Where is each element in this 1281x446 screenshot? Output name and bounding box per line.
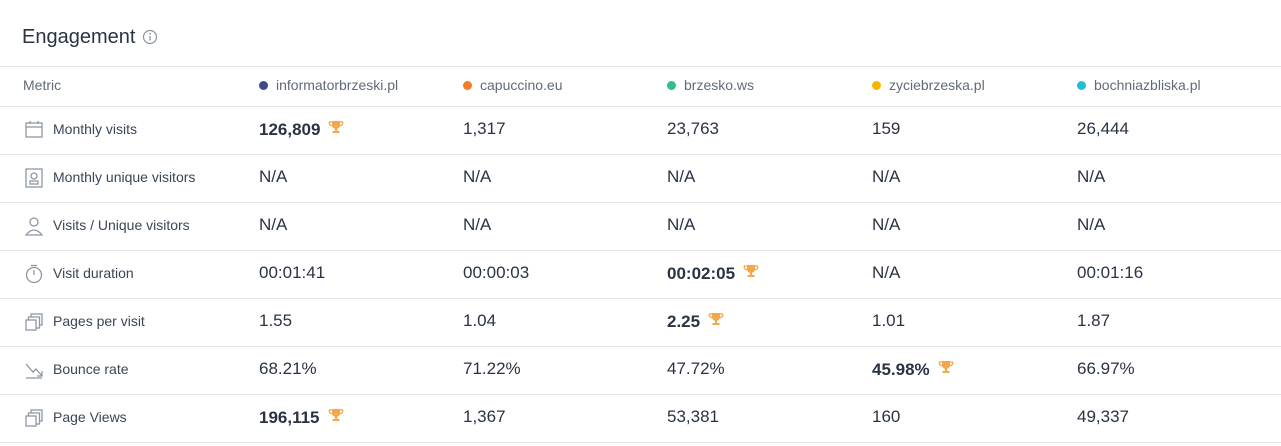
divider [0, 202, 1281, 203]
metric-label: Monthly unique visitors [53, 169, 196, 185]
info-icon[interactable] [142, 29, 158, 45]
metric-label: Page Views [53, 409, 127, 425]
cell-value: 159 [872, 119, 901, 138]
cell-value: 66.97% [1077, 359, 1135, 378]
cell-value: 2.25 [667, 311, 724, 332]
trophy-icon [708, 311, 724, 331]
cell-value: 00:02:05 [667, 263, 759, 284]
metric-icon [24, 360, 44, 380]
metric-label: Monthly visits [53, 121, 138, 137]
site-dot [1077, 81, 1086, 90]
trophy-icon [328, 407, 344, 427]
metric-icon [24, 408, 44, 428]
cell-value: N/A [667, 167, 696, 186]
metric-icon [24, 264, 44, 284]
cell-value: N/A [872, 215, 901, 234]
site-dot [667, 81, 676, 90]
cell-value: 26,444 [1077, 119, 1129, 138]
cell-value: 160 [872, 407, 901, 426]
metric-label: Visits / Unique visitors [53, 217, 190, 233]
site-header[interactable]: capuccino.eu [480, 77, 563, 93]
cell-value: N/A [259, 167, 288, 186]
metric-header: Metric [23, 77, 62, 93]
cell-value: 49,337 [1077, 407, 1129, 426]
metric-label: Bounce rate [53, 361, 129, 377]
cell-value: 1,367 [463, 407, 506, 426]
cell-value: N/A [463, 215, 492, 234]
metric-label: Visit duration [53, 265, 134, 281]
divider [0, 298, 1281, 299]
metric-label: Pages per visit [53, 313, 145, 329]
site-header[interactable]: bochniazbliska.pl [1094, 77, 1201, 93]
divider [0, 106, 1281, 107]
cell-value: 71.22% [463, 359, 521, 378]
cell-value: N/A [1077, 167, 1106, 186]
cell-value: N/A [1077, 215, 1106, 234]
divider [0, 66, 1281, 67]
cell-value: 00:01:41 [259, 263, 326, 282]
trophy-icon [743, 263, 759, 283]
site-dot [463, 81, 472, 90]
metric-icon [24, 120, 44, 140]
cell-value: N/A [872, 263, 901, 282]
site-dot [872, 81, 881, 90]
cell-value: 196,115 [259, 407, 344, 428]
site-header[interactable]: brzesko.ws [684, 77, 755, 93]
cell-value: 45.98% [872, 359, 954, 380]
cell-value: 126,809 [259, 119, 344, 140]
site-dot [259, 81, 268, 90]
divider [0, 250, 1281, 251]
divider [0, 346, 1281, 347]
cell-value: 68.21% [259, 359, 317, 378]
cell-value: 1.87 [1077, 311, 1111, 330]
cell-value: 53,381 [667, 407, 719, 426]
cell-value: 00:00:03 [463, 263, 530, 282]
cell-value: 1.01 [872, 311, 906, 330]
cell-value: 00:01:16 [1077, 263, 1144, 282]
trophy-icon [328, 119, 344, 139]
site-header[interactable]: informatorbrzeski.pl [276, 77, 399, 93]
cell-value: 47.72% [667, 359, 725, 378]
cell-value: 1.04 [463, 311, 497, 330]
divider [0, 154, 1281, 155]
cell-value: N/A [463, 167, 492, 186]
site-header[interactable]: zyciebrzeska.pl [889, 77, 985, 93]
cell-value: N/A [259, 215, 288, 234]
metric-icon [24, 168, 44, 188]
metric-icon [24, 312, 44, 332]
cell-value: N/A [872, 167, 901, 186]
metric-icon [24, 216, 44, 236]
trophy-icon [938, 359, 954, 379]
cell-value: 1.55 [259, 311, 293, 330]
divider [0, 442, 1281, 443]
cell-value: N/A [667, 215, 696, 234]
widget-title: Engagement [22, 26, 136, 48]
cell-value: 1,317 [463, 119, 506, 138]
cell-value: 23,763 [667, 119, 719, 138]
divider [0, 394, 1281, 395]
